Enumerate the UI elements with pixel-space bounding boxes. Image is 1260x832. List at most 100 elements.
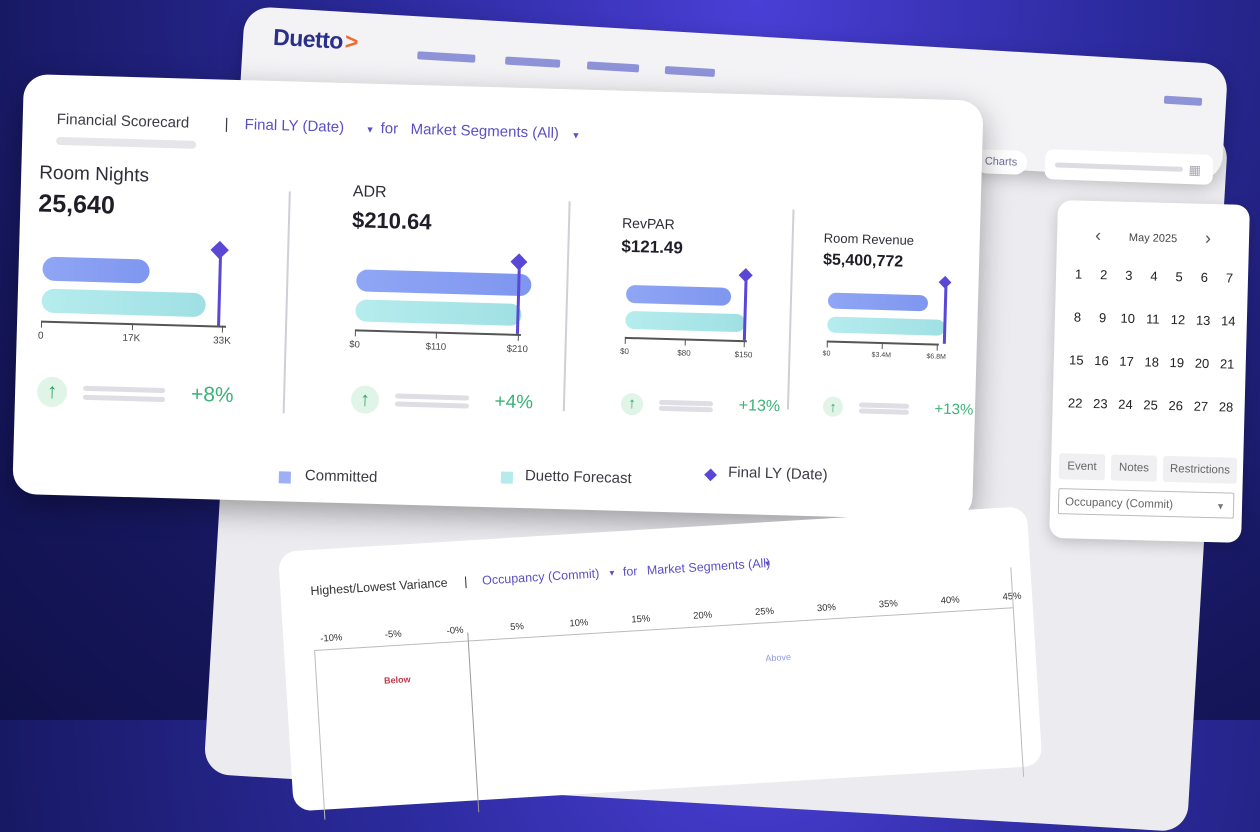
variance-segment-dropdown[interactable]: Market Segments (All) xyxy=(646,555,771,578)
variance-title: Highest/Lowest Variance xyxy=(310,575,448,599)
calendar-day[interactable]: 16 xyxy=(1094,353,1109,369)
final-ly-marker xyxy=(942,283,948,344)
axis-tick xyxy=(131,323,133,331)
calendar-day[interactable]: 25 xyxy=(1143,397,1159,413)
calendar-day[interactable]: 12 xyxy=(1170,311,1186,328)
nav-item-right[interactable] xyxy=(1163,95,1203,106)
financial-scorecard-card: Financial Scorecard | Final LY (Date) ▼ … xyxy=(12,74,984,521)
nav-item-2[interactable] xyxy=(504,56,561,68)
axis-tick-label: $210 xyxy=(506,343,528,356)
date-range-field[interactable]: ▦ xyxy=(1044,149,1214,185)
duetto-logo[interactable]: Duetto> xyxy=(272,24,358,56)
kpi-value: $5,400,772 xyxy=(822,251,904,271)
calendar-day[interactable]: 7 xyxy=(1225,270,1234,286)
axis-tick-label: $6.8M xyxy=(926,353,947,361)
calendar-day[interactable]: 11 xyxy=(1145,311,1160,327)
calendar-day[interactable]: 20 xyxy=(1194,355,1210,372)
calendar-day[interactable]: 13 xyxy=(1195,312,1211,329)
calendar-day[interactable]: 27 xyxy=(1193,398,1209,414)
calendar-day[interactable]: 9 xyxy=(1098,310,1107,326)
forecast-bar xyxy=(355,299,523,326)
charts-toggle-label: Charts xyxy=(984,155,1018,169)
calendar-day[interactable]: 21 xyxy=(1219,356,1235,372)
axis-tick-label: $0 xyxy=(822,350,831,358)
charts-toggle-button[interactable]: Charts xyxy=(974,149,1028,175)
placeholder-line xyxy=(83,385,166,393)
variance-for-label: for xyxy=(622,564,638,579)
committed-bar xyxy=(356,269,532,297)
calendar-day[interactable]: 5 xyxy=(1175,269,1183,285)
change-percent: +13% xyxy=(934,400,974,419)
final-ly-marker xyxy=(515,261,521,334)
logo-text: Duetto xyxy=(272,23,344,54)
calendar-month-title: May 2025 xyxy=(1128,231,1178,246)
variance-tick-label: 5% xyxy=(509,621,525,633)
kpi-divider xyxy=(562,201,571,412)
kpi-value: $121.49 xyxy=(621,236,684,258)
for-label: for xyxy=(380,119,399,138)
legend-final-ly-diamond-icon xyxy=(704,468,717,482)
calendar-day[interactable]: 24 xyxy=(1118,396,1133,413)
nav-item-4[interactable] xyxy=(664,66,716,77)
calendar-day[interactable]: 23 xyxy=(1092,395,1108,412)
change-percent: +13% xyxy=(738,397,781,416)
trend-up-icon: ↑ xyxy=(350,385,380,415)
axis-tick-label: 17K xyxy=(122,332,141,345)
calendar-day[interactable]: 18 xyxy=(1144,354,1160,370)
calendar-day[interactable]: 19 xyxy=(1169,354,1185,371)
variance-tick-label: 15% xyxy=(630,613,651,626)
below-label: Below xyxy=(383,674,411,686)
axis-tick xyxy=(436,331,438,339)
calendar-day[interactable]: 1 xyxy=(1074,266,1083,282)
axis-tick-label: $0 xyxy=(619,346,630,356)
calendar-day[interactable]: 2 xyxy=(1099,267,1108,283)
final-ly-marker xyxy=(216,249,222,326)
calendar-day[interactable]: 22 xyxy=(1067,395,1083,411)
segment-dropdown[interactable]: Market Segments (All) xyxy=(410,120,560,142)
calendar-day[interactable]: 15 xyxy=(1068,352,1084,368)
axis-tick xyxy=(222,325,224,333)
calendar-day[interactable]: 6 xyxy=(1200,269,1209,285)
kpi-divider xyxy=(786,209,795,410)
calendar-day[interactable]: 10 xyxy=(1120,310,1136,327)
kpi-divider xyxy=(282,191,291,414)
compare-dropdown[interactable]: Final LY (Date) xyxy=(244,116,345,136)
variance-zero-line xyxy=(467,632,480,813)
calendar-icon: ▦ xyxy=(1188,162,1202,178)
nav-item-1[interactable] xyxy=(417,51,476,63)
variance-metric-dropdown[interactable]: Occupancy (Commit) xyxy=(481,566,600,588)
nav-item-3[interactable] xyxy=(586,61,640,73)
tab-restrictions[interactable]: Restrictions xyxy=(1162,455,1238,484)
calendar-metric-select[interactable]: Occupancy (Commit) ▼ xyxy=(1057,488,1235,519)
calendar-day[interactable]: 3 xyxy=(1125,267,1133,283)
variance-tick-label: 10% xyxy=(569,617,589,630)
calendar-days-grid: 1 2 3 4 5 6 7 8 9 10 11 12 13 14 15 16 17 18 19 20 21 22 23 24 2… xyxy=(1062,266,1242,415)
variance-card: Highest/Lowest Variance | Occupancy (Com… xyxy=(278,506,1043,820)
forecast-bar xyxy=(827,316,946,336)
axis-tick-label: $80 xyxy=(677,348,691,358)
placeholder-line xyxy=(659,399,713,406)
legend-final-ly-label: Final LY (Date) xyxy=(727,463,828,484)
next-month-icon[interactable]: › xyxy=(1204,227,1212,249)
axis-tick-label: 0 xyxy=(37,330,44,342)
chevron-down-icon: ▼ xyxy=(1215,501,1226,512)
axis-tick xyxy=(881,342,883,350)
variance-tick-label: 25% xyxy=(754,605,775,618)
axis-tick-label: $110 xyxy=(425,341,447,353)
tab-event[interactable]: Event xyxy=(1058,453,1106,481)
calendar-panel: ‹ May 2025 › 1 2 3 4 5 6 7 8 9 10 11 12 13 14 15 16 17 18… xyxy=(1049,200,1250,543)
calendar-day[interactable]: 26 xyxy=(1168,397,1184,414)
calendar-day[interactable]: 14 xyxy=(1220,313,1236,329)
kpi-label: Room Revenue xyxy=(823,230,915,248)
kpi-axis xyxy=(354,329,522,336)
tab-notes[interactable]: Notes xyxy=(1110,454,1158,482)
axis-tick xyxy=(826,340,828,348)
kpi-axis xyxy=(624,336,747,343)
calendar-day[interactable]: 8 xyxy=(1073,309,1082,325)
calendar-day[interactable]: 4 xyxy=(1150,268,1158,284)
calendar-day[interactable]: 17 xyxy=(1119,353,1135,370)
axis-tick xyxy=(684,338,686,346)
calendar-day[interactable]: 28 xyxy=(1218,399,1234,415)
trend-up-icon: ↑ xyxy=(36,376,68,408)
header-separator: | xyxy=(224,115,229,133)
